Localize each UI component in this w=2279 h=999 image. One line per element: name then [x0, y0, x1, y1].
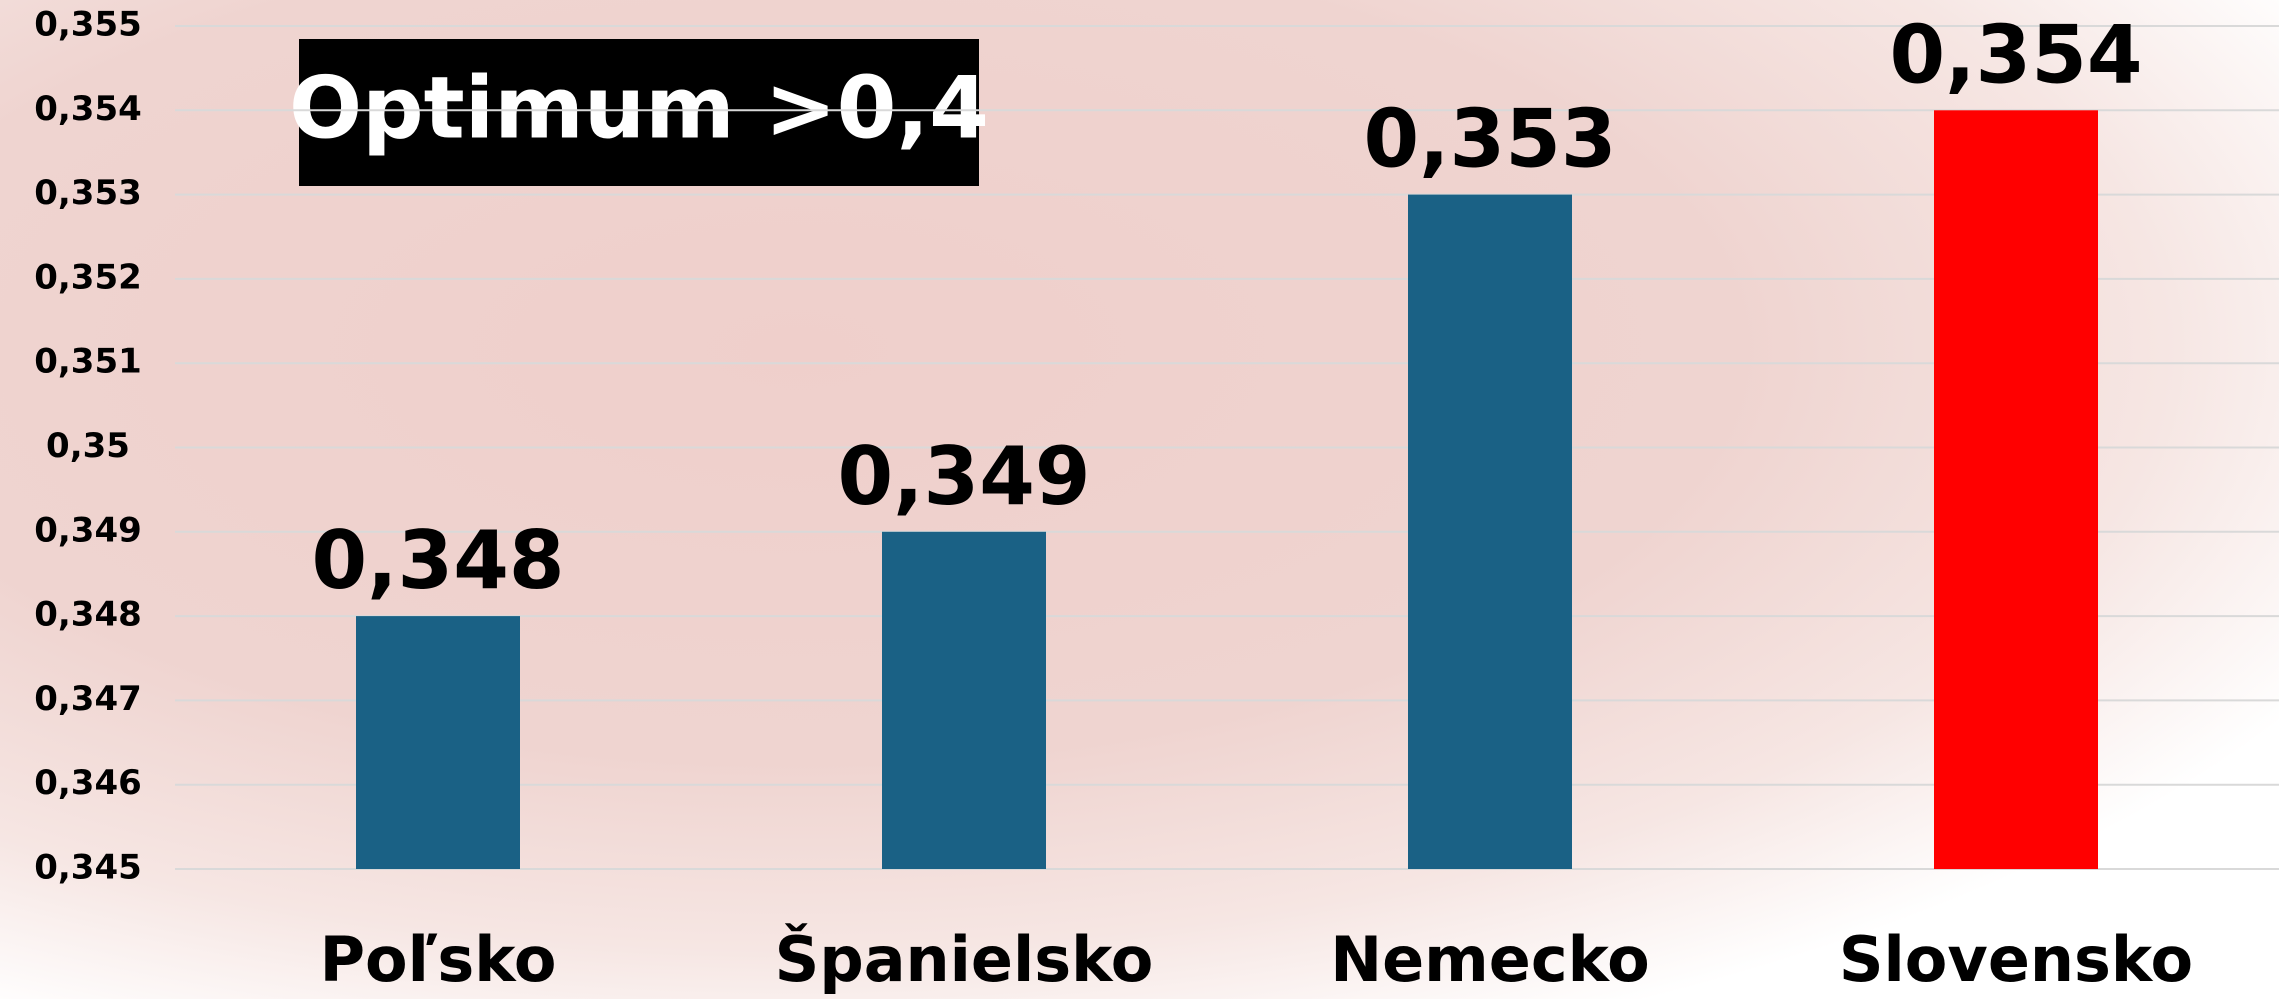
value-label: 0,354 [1889, 8, 2142, 101]
value-label: 0,349 [837, 430, 1090, 523]
value-label: 0,353 [1363, 93, 1616, 186]
y-tick-label: 0,347 [34, 679, 142, 719]
annotation: Optimum >0,4 [289, 58, 989, 158]
x-tick-label: Nemecko [1330, 923, 1650, 996]
y-tick-label: 0,346 [34, 763, 142, 803]
x-tick-label: Slovensko [1839, 923, 2193, 996]
bar [356, 616, 520, 869]
y-tick-label: 0,35 [46, 426, 130, 466]
bar [1934, 110, 2098, 870]
y-tick-label: 0,349 [34, 510, 142, 550]
value-label: 0,348 [311, 514, 564, 607]
y-tick-label: 0,345 [34, 848, 142, 888]
bar [1408, 194, 1572, 870]
x-tick-label: Poľsko [320, 923, 557, 996]
y-tick-label: 0,351 [34, 342, 142, 382]
y-tick-label: 0,354 [34, 89, 142, 129]
x-tick-label: Španielsko [775, 923, 1154, 996]
y-tick-label: 0,353 [34, 173, 142, 213]
y-tick-label: 0,355 [34, 5, 142, 45]
bar [882, 531, 1046, 869]
annotation-box [299, 39, 979, 186]
y-tick-label: 0,352 [34, 257, 142, 297]
y-tick-label: 0,348 [34, 595, 142, 635]
